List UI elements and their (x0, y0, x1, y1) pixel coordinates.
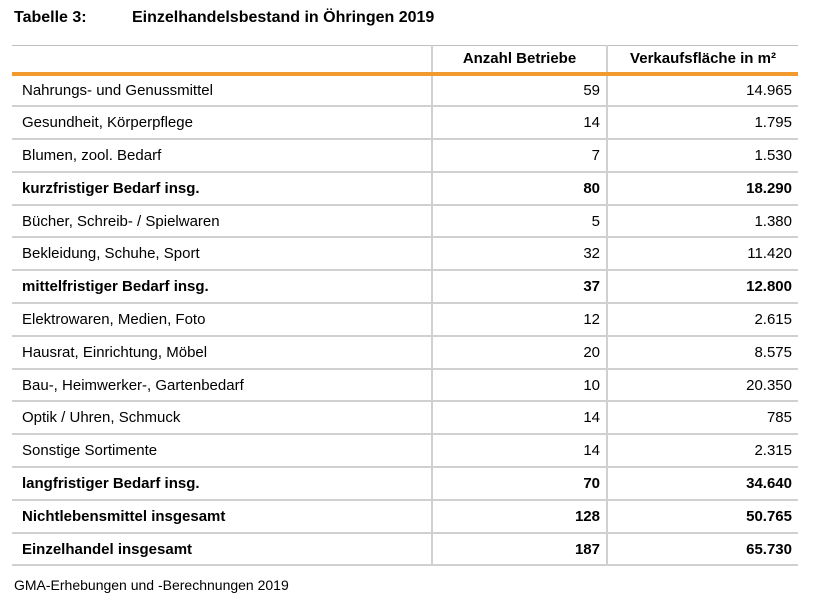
table-body: Nahrungs- und Genussmittel 59 14.965 Gesund… (12, 73, 798, 567)
cell-category: Einzelhandel insgesamt (12, 532, 432, 567)
table-row: Optik / Uhren, Schmuck 14 785 (12, 401, 798, 436)
cell-verkaufsflaeche: 11.420 (606, 237, 798, 272)
cell-verkaufsflaeche: 1.795 (606, 106, 798, 141)
table-header: Anzahl Betriebe Verkaufsfläche in m² (12, 45, 798, 76)
cell-verkaufsflaeche: 2.615 (606, 303, 798, 337)
cell-anzahl-betriebe: 10 (431, 368, 607, 403)
cell-anzahl-betriebe: 20 (431, 335, 607, 370)
cell-category: kurzfristiger Bedarf insg. (12, 171, 432, 206)
cell-verkaufsflaeche: 8.575 (606, 335, 798, 370)
table-row: Bau-, Heimwerker-, Gartenbedarf 10 20.350 (12, 368, 798, 403)
cell-verkaufsflaeche: 18.290 (606, 171, 798, 206)
cell-category: Bekleidung, Schuhe, Sport (12, 237, 432, 272)
cell-anzahl-betriebe: 12 (431, 303, 607, 337)
table-row: Sonstige Sortimente 14 2.315 (12, 434, 798, 469)
cell-anzahl-betriebe: 37 (431, 270, 607, 305)
cell-category: mittelfristiger Bedarf insg. (12, 270, 432, 305)
cell-verkaufsflaeche: 2.315 (606, 434, 798, 469)
source-note: GMA-Erhebungen und -Berechnungen 2019 (14, 577, 289, 593)
retail-inventory-table: Anzahl Betriebe Verkaufsfläche in m² Nah… (12, 45, 798, 567)
cell-anzahl-betriebe: 187 (431, 532, 607, 567)
table-row: Bekleidung, Schuhe, Sport 32 11.420 (12, 237, 798, 272)
cell-category: Nichtlebensmittel insgesamt (12, 499, 432, 534)
cell-anzahl-betriebe: 5 (431, 204, 607, 239)
cell-category: Gesundheit, Körperpflege (12, 106, 432, 141)
table-row: Blumen, zool. Bedarf 7 1.530 (12, 139, 798, 173)
table-row-subtotal: kurzfristiger Bedarf insg. 80 18.290 (12, 171, 798, 206)
cell-verkaufsflaeche: 65.730 (606, 532, 798, 567)
table-row: Bücher, Schreib- / Spielwaren 5 1.380 (12, 204, 798, 239)
header-category (12, 45, 432, 76)
cell-anzahl-betriebe: 7 (431, 139, 607, 173)
table-row: Hausrat, Einrichtung, Möbel 20 8.575 (12, 335, 798, 370)
cell-anzahl-betriebe: 80 (431, 171, 607, 206)
table-row-subtotal: Einzelhandel insgesamt 187 65.730 (12, 532, 798, 567)
cell-category: Bau-, Heimwerker-, Gartenbedarf (12, 368, 432, 403)
table-row-subtotal: Nichtlebensmittel insgesamt 128 50.765 (12, 499, 798, 534)
cell-category: langfristiger Bedarf insg. (12, 467, 432, 501)
cell-verkaufsflaeche: 20.350 (606, 368, 798, 403)
cell-category: Optik / Uhren, Schmuck (12, 401, 432, 436)
table-caption-label: Tabelle 3: (14, 9, 87, 26)
header-anzahl-betriebe: Anzahl Betriebe (431, 45, 607, 76)
table-row: Elektrowaren, Medien, Foto 12 2.615 (12, 303, 798, 337)
cell-anzahl-betriebe: 14 (431, 434, 607, 469)
table-row: Nahrungs- und Genussmittel 59 14.965 (12, 73, 798, 108)
table-row-subtotal: mittelfristiger Bedarf insg. 37 12.800 (12, 270, 798, 305)
cell-verkaufsflaeche: 12.800 (606, 270, 798, 305)
cell-verkaufsflaeche: 34.640 (606, 467, 798, 501)
table-header-row: Anzahl Betriebe Verkaufsfläche in m² (12, 45, 798, 76)
cell-verkaufsflaeche: 785 (606, 401, 798, 436)
cell-anzahl-betriebe: 14 (431, 401, 607, 436)
cell-category: Blumen, zool. Bedarf (12, 139, 432, 173)
cell-anzahl-betriebe: 70 (431, 467, 607, 501)
cell-category: Nahrungs- und Genussmittel (12, 73, 432, 108)
cell-category: Elektrowaren, Medien, Foto (12, 303, 432, 337)
cell-verkaufsflaeche: 1.530 (606, 139, 798, 173)
cell-verkaufsflaeche: 1.380 (606, 204, 798, 239)
cell-anzahl-betriebe: 128 (431, 499, 607, 534)
cell-verkaufsflaeche: 14.965 (606, 73, 798, 108)
cell-verkaufsflaeche: 50.765 (606, 499, 798, 534)
cell-anzahl-betriebe: 32 (431, 237, 607, 272)
cell-category: Hausrat, Einrichtung, Möbel (12, 335, 432, 370)
cell-category: Bücher, Schreib- / Spielwaren (12, 204, 432, 239)
header-verkaufsflaeche: Verkaufsfläche in m² (606, 45, 798, 76)
cell-anzahl-betriebe: 59 (431, 73, 607, 108)
table-row: Gesundheit, Körperpflege 14 1.795 (12, 106, 798, 141)
table-caption-title: Einzelhandelsbestand in Öhringen 2019 (132, 9, 435, 26)
table-row-subtotal: langfristiger Bedarf insg. 70 34.640 (12, 467, 798, 501)
cell-category: Sonstige Sortimente (12, 434, 432, 469)
cell-anzahl-betriebe: 14 (431, 106, 607, 141)
